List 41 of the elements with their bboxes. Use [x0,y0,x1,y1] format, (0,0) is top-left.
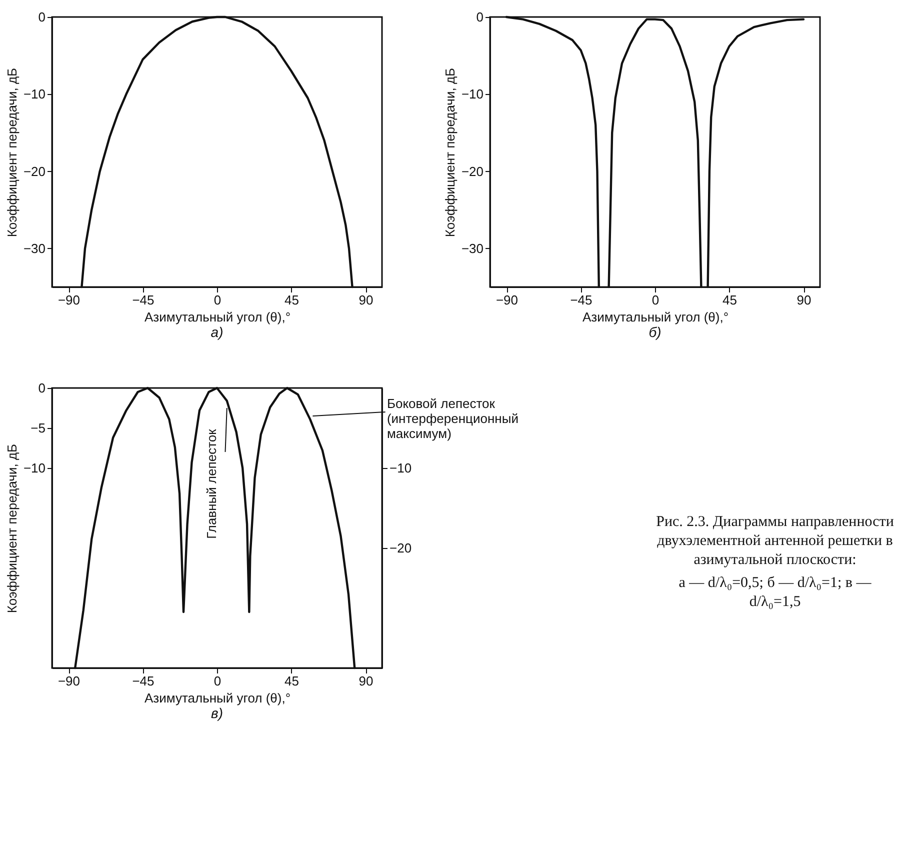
x-axis-title: Азимутальный угол (θ),° [582,310,729,324]
x-tick-label: 0 [652,292,660,308]
x-tick-label: 45 [284,292,299,308]
x-tick-label: −45 [132,674,154,688]
text: в) [211,705,223,721]
x-tick-label: 45 [722,292,737,308]
x-tick-label: −90 [58,292,80,308]
y-tick-label: −30 [23,240,46,256]
y-tick-label: −20 [23,164,46,179]
y-tick-label: −10 [461,86,484,102]
y-tick-label: −10 [23,460,46,476]
x-tick-label: 90 [358,674,374,688]
x-tick-label: −90 [58,674,80,688]
x-tick-label: −45 [132,292,154,308]
x-tick-label: 45 [284,674,299,688]
x-tick-label: −90 [496,292,518,308]
y-axis-title: Коэффициент передачи, дБ [4,444,20,614]
x-tick-label: −45 [570,292,592,308]
x-tick-label: 90 [796,292,812,308]
y2-tick-label: −10 [390,460,412,476]
x-axis-title: Азимутальный угол (θ),° [144,310,291,324]
y-tick-label: −20 [461,164,484,179]
x-axis-title: Азимутальный угол (θ),° [144,690,291,706]
y-tick-label: −30 [461,240,484,256]
y-tick-label: −5 [30,420,46,436]
annotation: Боковой лепесток (интерференционный максимум) [386,396,518,441]
text: а) [210,324,224,340]
text: б) [648,324,662,340]
y-tick-label: 0 [38,10,46,24]
y-axis-title: Коэффициент передачи, дБ [4,68,20,238]
x-tick-label: 0 [214,674,222,688]
y-axis-title: Коэффициент передачи, дБ [442,68,458,238]
text: Рис. 2.3. Диаграммы направленности двухэлементной антенной решетки в азимутальной плоскости: [656,514,894,568]
annotation: Главный лепесток [204,428,220,539]
y-tick-label: 0 [476,10,484,24]
y-tick-label: 0 [38,380,46,396]
y2-tick-label: −20 [390,540,412,556]
text: а — d/λ₀=0,5; б — d/λ₀=1; в — d/λ₀=1,5 [678,575,872,610]
x-tick-label: 90 [358,292,374,308]
x-tick-label: 0 [214,292,222,308]
y-tick-label: −10 [23,86,46,102]
